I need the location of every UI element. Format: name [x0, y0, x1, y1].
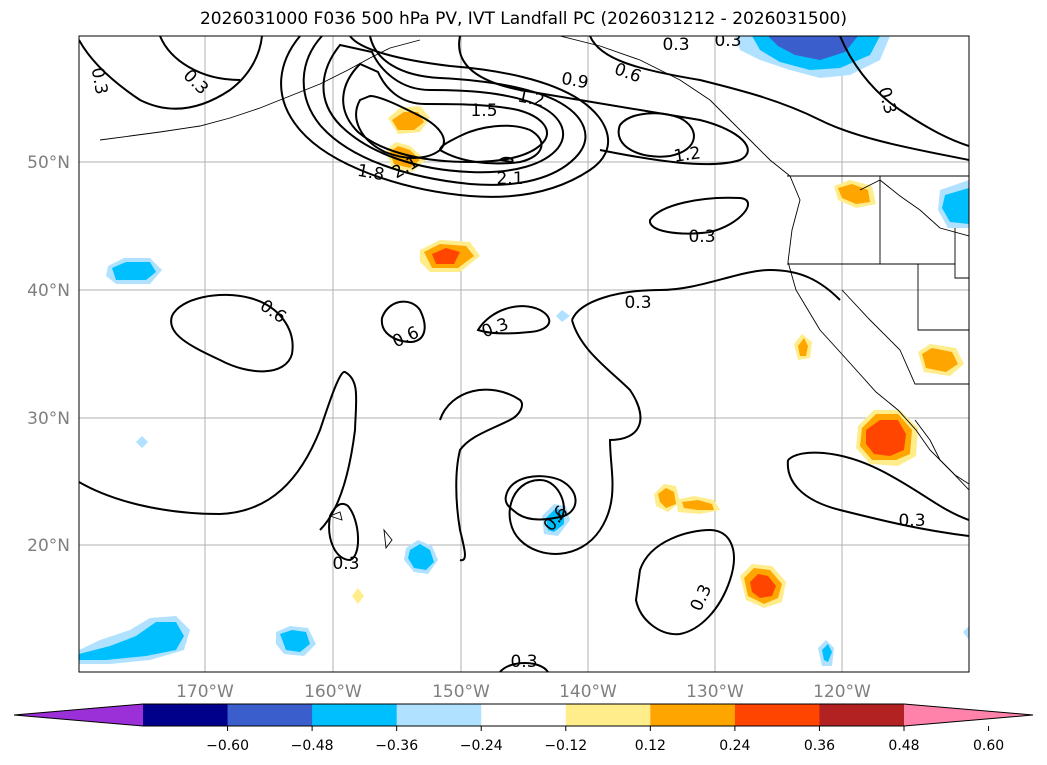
pos-anomaly-1: [392, 112, 424, 130]
contour-label: 1.5: [470, 101, 497, 121]
neg-anomaly-hawaii: [408, 544, 434, 570]
colorbar-tick-label: 0.60: [973, 738, 1004, 754]
colorbar-segment: [734, 704, 820, 726]
neg-anomaly-sw: [79, 622, 184, 660]
colorbar-tick-label: −0.24: [460, 738, 503, 754]
pv-contours: [79, 36, 969, 672]
pos-anomaly-baja-core: [866, 420, 906, 456]
colorbar-outline: [13, 703, 1034, 727]
lon-label: 130°W: [686, 682, 744, 702]
colorbar-segment: [650, 704, 736, 726]
lat-label: 40°N: [27, 281, 70, 301]
neg-anomaly-west: [112, 262, 156, 280]
lat-label: 30°N: [27, 409, 70, 429]
colorbar-segment: [312, 704, 398, 726]
contour-label: 1.2: [673, 143, 703, 167]
colorbar-tick-label: 0.48: [888, 738, 919, 754]
colorbar-tick-label: −0.12: [544, 738, 587, 754]
contour-label: 0.3: [714, 31, 741, 51]
contour-label: 2.1: [496, 169, 523, 189]
contour-label: 0.3: [510, 652, 537, 672]
colorbar-tick-label: 0.12: [635, 738, 666, 754]
colorbar-extend-high: [904, 704, 1033, 726]
colorbar: −0.60 −0.48 −0.36 −0.24 −0.12 0.12 0.24 0.36 0.4…: [13, 703, 1034, 754]
contour-label: 0.3: [87, 66, 111, 96]
lon-label: 140°W: [559, 682, 617, 702]
lat-label: 20°N: [27, 536, 70, 556]
colorbar-tick-label: 0.36: [804, 738, 835, 754]
colorbar-tick-label: −0.48: [291, 738, 334, 754]
lon-label: 170°W: [176, 682, 234, 702]
colorbar-tick-label: 0.24: [719, 738, 750, 754]
colorbar-tick-label: −0.36: [375, 738, 418, 754]
map-background: [79, 36, 969, 672]
colorbar-segment: [481, 704, 567, 726]
lon-axis: 170°W 160°W 150°W 140°W 130°W 120°W: [176, 682, 871, 702]
lon-label: 150°W: [432, 682, 490, 702]
gridlines: [79, 36, 969, 672]
pos-anomaly-south: [750, 574, 776, 598]
pos-anomaly-4: [432, 248, 460, 264]
pos-anomaly-6: [682, 500, 714, 510]
lat-label: 50°N: [27, 153, 70, 173]
contour-label: 0.3: [688, 227, 715, 247]
lon-label: 120°W: [813, 682, 871, 702]
neg-anomaly-central: [546, 508, 564, 532]
contour-label: 0.3: [898, 511, 925, 531]
contour-label: 0.3: [332, 554, 359, 574]
colorbar-segment: [396, 704, 482, 726]
contour-label: 0.3: [624, 293, 651, 313]
lat-axis: 50°N 40°N 30°N 20°N: [27, 153, 70, 556]
pos-anomaly-5: [922, 348, 958, 372]
map-frame: [78, 35, 970, 673]
map-title: 2026031000 F036 500 hPa PV, IVT Landfall…: [199, 9, 847, 29]
neg-anomaly-east: [942, 188, 969, 224]
lon-label: 160°W: [304, 682, 362, 702]
contour-label: 1.8: [356, 161, 386, 185]
colorbar-extend-low: [14, 704, 143, 726]
colorbar-segment: [227, 704, 313, 726]
colorbar-segment: [143, 704, 229, 726]
contour-label: 0.3: [662, 35, 689, 55]
colorbar-segment: [565, 704, 651, 726]
colorbar-tick-label: −0.60: [206, 738, 249, 754]
contour-label: 0.9: [560, 69, 590, 93]
neg-anomaly-ne-core: [768, 36, 858, 60]
colorbar-segment: [819, 704, 905, 726]
